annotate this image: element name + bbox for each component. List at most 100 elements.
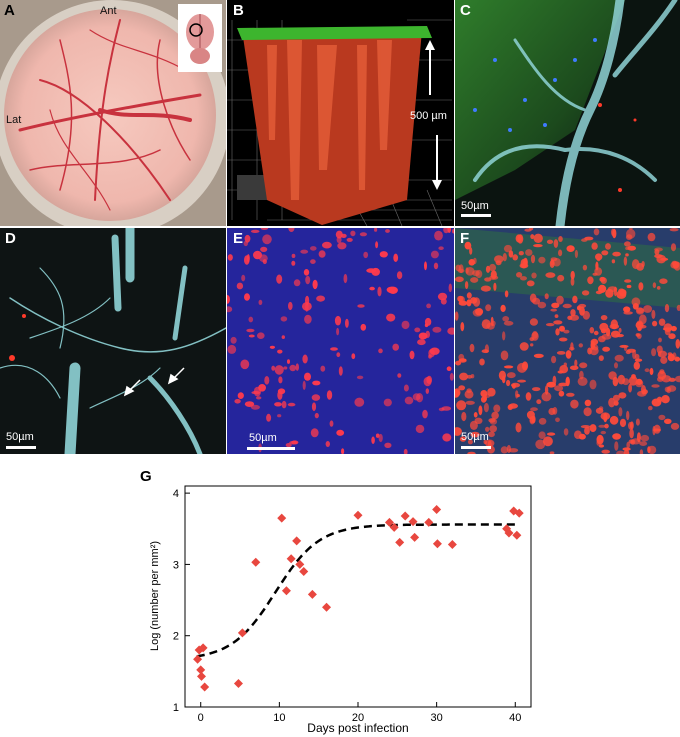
cell-spot (468, 259, 476, 266)
scatter-chart: 1 2 3 4 0 10 20 30 40 Log (number per mm²) Days… (149, 485, 532, 735)
cell-spot (566, 392, 575, 397)
cell-spot (227, 306, 233, 313)
data-point (251, 557, 261, 567)
cell-spot (490, 270, 497, 279)
cell-spot (603, 413, 608, 423)
cell-spot (612, 251, 621, 257)
cell-spot (375, 433, 380, 438)
cell-spot (626, 441, 630, 449)
cell-spot (658, 337, 662, 343)
cell-spot (576, 305, 582, 311)
cell-spot (610, 319, 618, 330)
cell-spot (455, 276, 464, 283)
cell-spot (554, 314, 559, 318)
cell-spot (529, 228, 534, 231)
cell-spot (553, 239, 559, 248)
cell-spot (612, 433, 621, 440)
cell-spot (403, 384, 409, 392)
cell-spot (572, 295, 578, 304)
data-point (389, 522, 399, 532)
cell-spot (354, 397, 365, 407)
cell-spot (661, 395, 670, 404)
cell-spot (600, 277, 607, 284)
cell-spot (481, 319, 491, 329)
cell-spot (494, 255, 504, 263)
cell-spot (464, 281, 469, 290)
data-point (286, 554, 296, 564)
data-point (277, 513, 287, 523)
cell-spot (546, 381, 556, 388)
cell-spot (556, 295, 564, 305)
cell-spot (244, 401, 255, 407)
panel-label: A (4, 2, 15, 19)
cell-spot (495, 260, 502, 266)
cell-spot (676, 304, 680, 311)
cell-spot (612, 228, 617, 239)
cell-spot (664, 418, 672, 424)
cell-spot (475, 308, 484, 316)
cell-spot (326, 390, 333, 400)
cell-spot (531, 415, 536, 424)
cell-spot (578, 343, 583, 348)
y-tick-label: 1 (173, 702, 179, 714)
cell-spot (521, 361, 529, 371)
cell-spot (401, 320, 410, 330)
cell-spot (625, 253, 629, 257)
cell-spot (549, 259, 555, 268)
cell-spot (424, 323, 429, 328)
cell-spot (503, 320, 514, 326)
cell-spot (651, 309, 656, 319)
x-tick-label: 0 (198, 712, 204, 724)
cell-spot (533, 353, 544, 358)
cell-spot (563, 329, 570, 334)
cell-spot (484, 277, 492, 282)
cell-spot (250, 229, 260, 233)
cell-spot (627, 245, 636, 251)
cell-spot (277, 388, 286, 395)
cell-spot (312, 380, 321, 386)
cell-spot (670, 422, 680, 430)
panel-label: C (460, 2, 471, 19)
cell-image-f (455, 228, 680, 454)
cell-spot (480, 396, 487, 403)
cell-spot (465, 400, 475, 405)
cell-spot (288, 301, 293, 311)
cell-spot (385, 229, 390, 233)
cell-spot (541, 391, 552, 402)
cell-spot (558, 390, 565, 397)
cell-spot (593, 228, 600, 236)
cell-spot (550, 308, 557, 312)
cell-spot (639, 449, 644, 454)
cell-spot (260, 246, 268, 252)
cell-spot (236, 282, 244, 290)
cell-spot (611, 259, 616, 264)
cell-spot (664, 386, 670, 393)
depth-scale-label: 500 µm (410, 110, 447, 122)
cell-spot (393, 253, 399, 262)
x-tick-label: 40 (509, 712, 521, 724)
cell-spot (484, 344, 489, 354)
cell-spot (485, 304, 492, 312)
data-point (395, 537, 405, 547)
cell-spot (472, 297, 481, 307)
cell-spot (654, 249, 660, 255)
cell-spot (523, 258, 528, 268)
cell-spot (441, 406, 452, 411)
cell-spot (258, 299, 263, 305)
cell-spot (246, 254, 250, 263)
cell-spot (443, 228, 450, 234)
cell-spot (591, 242, 598, 250)
cell-spot (336, 429, 345, 436)
data-point (292, 536, 302, 546)
cell-spot (243, 240, 248, 247)
cell-spot (415, 424, 425, 434)
cell-spot (300, 249, 309, 254)
data-point (299, 567, 309, 577)
cell-spot (230, 336, 237, 344)
cell-spot (651, 348, 657, 357)
cell-spot (488, 263, 497, 272)
cell-spot (551, 355, 557, 364)
cell-spot (464, 241, 472, 250)
cell-spot (664, 328, 671, 336)
3d-reconstruction (227, 19, 452, 226)
